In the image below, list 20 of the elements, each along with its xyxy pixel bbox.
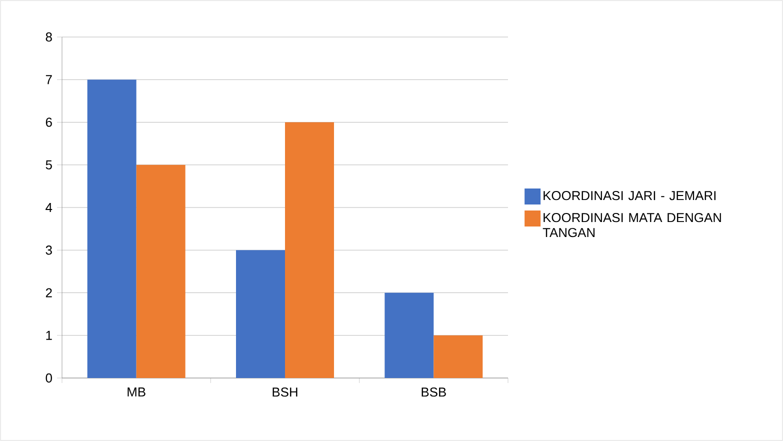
x-tick-label: BSH — [272, 388, 298, 397]
bar — [384, 292, 434, 378]
y-tick-label: 1 — [46, 330, 52, 340]
y-tick-label: 8 — [46, 32, 52, 42]
bar — [434, 335, 483, 378]
y-tick-label: 3 — [46, 246, 52, 255]
y-tick-label: 6 — [46, 118, 52, 127]
y-tick-label: 5 — [46, 160, 52, 170]
x-tick-label: MB — [128, 388, 146, 396]
bar — [136, 164, 186, 378]
x-tick-label: BSB — [422, 388, 446, 397]
legend-label: KOORDINASI JARI - JEMARI — [544, 191, 716, 200]
y-tick-label: 2 — [46, 288, 52, 298]
y-tick-label: 0 — [46, 373, 52, 383]
y-tick-label: 4 — [46, 203, 52, 212]
bar — [87, 80, 136, 378]
y-tick-label: 7 — [46, 75, 52, 84]
legend-label: KOORDINASI MATA DENGAN TANGAN — [542, 213, 721, 238]
bar — [236, 250, 285, 378]
bar — [285, 122, 334, 378]
